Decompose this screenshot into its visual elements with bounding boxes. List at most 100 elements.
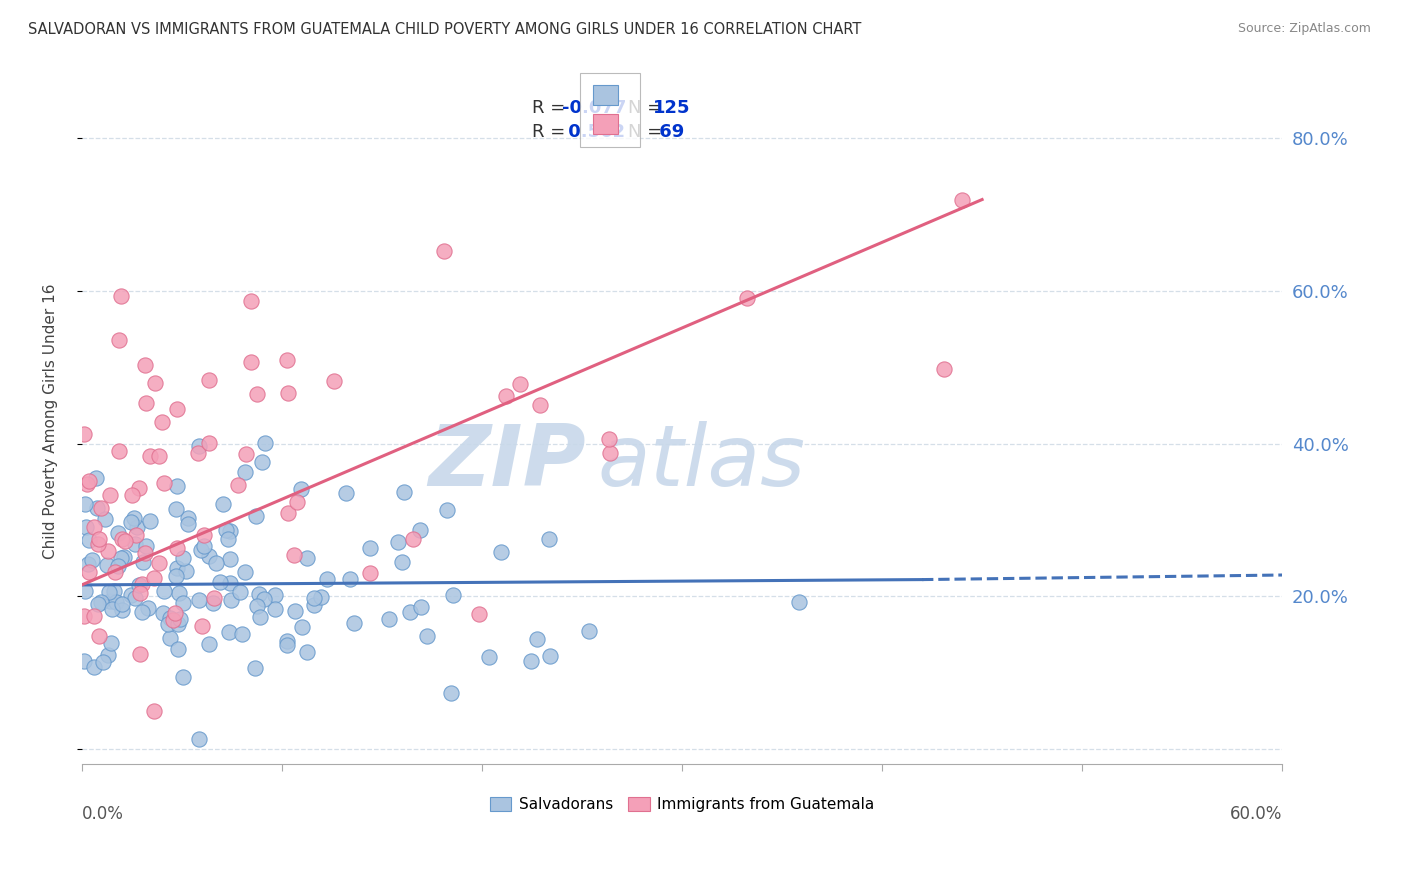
Point [73, 584, 96, 599]
Point [76, 476, 98, 491]
Point [538, 648, 561, 663]
Text: -0.077: -0.077 [562, 99, 626, 118]
Point [166, 541, 188, 555]
Point [132, 555, 155, 569]
Point [291, 620, 314, 634]
Point [75, 519, 97, 533]
Point [167, 586, 190, 600]
Point [240, 294, 263, 309]
Point [283, 548, 305, 562]
Point [394, 484, 416, 499]
Point [335, 486, 357, 500]
Text: SALVADORAN VS IMMIGRANTS FROM GUATEMALA CHILD POVERTY AMONG GIRLS UNDER 16 CORRE: SALVADORAN VS IMMIGRANTS FROM GUATEMALA … [28, 22, 862, 37]
Point [98, 488, 121, 502]
Point [439, 686, 461, 700]
Point [166, 561, 188, 575]
Point [128, 647, 150, 661]
Point [166, 479, 188, 493]
Point [83, 659, 105, 673]
Point [276, 638, 298, 652]
Legend: Salvadorans, Immigrants from Guatemala: Salvadorans, Immigrants from Guatemala [484, 791, 880, 819]
Point [77, 533, 100, 547]
Point [264, 588, 287, 602]
Point [304, 591, 326, 606]
Point [246, 387, 269, 401]
Text: 69: 69 [654, 123, 685, 142]
Point [219, 524, 242, 539]
Point [124, 511, 146, 525]
Point [387, 534, 409, 549]
Point [187, 445, 209, 459]
Point [208, 575, 231, 590]
Point [231, 627, 253, 641]
Point [120, 516, 142, 530]
Point [378, 612, 401, 626]
Point [139, 449, 162, 463]
Point [215, 523, 238, 537]
Point [218, 624, 240, 639]
Point [211, 497, 233, 511]
Point [150, 415, 173, 429]
Point [97, 648, 120, 662]
Point [73, 608, 96, 623]
Point [112, 550, 135, 565]
Point [529, 398, 551, 412]
Point [343, 615, 366, 630]
Point [188, 593, 211, 607]
Point [107, 558, 129, 573]
Point [129, 586, 152, 600]
Point [165, 568, 187, 582]
Point [138, 514, 160, 528]
Point [359, 541, 381, 555]
Point [598, 432, 620, 446]
Point [285, 495, 308, 509]
Point [153, 476, 176, 491]
Text: 0.562: 0.562 [562, 123, 626, 142]
Point [932, 362, 955, 376]
Point [253, 591, 276, 606]
Point [108, 333, 131, 347]
Point [86, 500, 108, 515]
Point [90, 501, 112, 516]
Point [73, 654, 96, 668]
Point [107, 526, 129, 541]
Point [79, 565, 101, 579]
Point [478, 650, 501, 665]
Point [193, 539, 215, 553]
Point [188, 439, 211, 453]
Point [235, 566, 257, 580]
Point [599, 446, 621, 460]
Point [120, 589, 142, 603]
Point [409, 599, 432, 614]
Text: N =: N = [628, 99, 668, 118]
Point [176, 564, 198, 578]
Point [441, 588, 464, 602]
Text: Source: ZipAtlas.com: Source: ZipAtlas.com [1237, 22, 1371, 36]
Point [148, 450, 170, 464]
Text: ZIP: ZIP [429, 420, 586, 504]
Point [98, 594, 121, 608]
Point [111, 597, 134, 611]
Point [177, 511, 200, 525]
Point [249, 610, 271, 624]
Point [188, 731, 211, 746]
Text: 60.0%: 60.0% [1230, 805, 1282, 823]
Point [735, 291, 758, 305]
Point [111, 603, 134, 617]
Point [77, 474, 100, 488]
Point [98, 585, 121, 599]
Point [276, 352, 298, 367]
Text: R =: R = [531, 123, 571, 142]
Point [277, 385, 299, 400]
Point [202, 591, 225, 606]
Point [787, 595, 810, 609]
Point [165, 502, 187, 516]
Point [198, 373, 221, 387]
Text: 125: 125 [654, 99, 690, 118]
Point [219, 576, 242, 591]
Point [135, 395, 157, 409]
Point [162, 613, 184, 627]
Point [198, 549, 221, 564]
Point [143, 376, 166, 390]
Point [135, 540, 157, 554]
